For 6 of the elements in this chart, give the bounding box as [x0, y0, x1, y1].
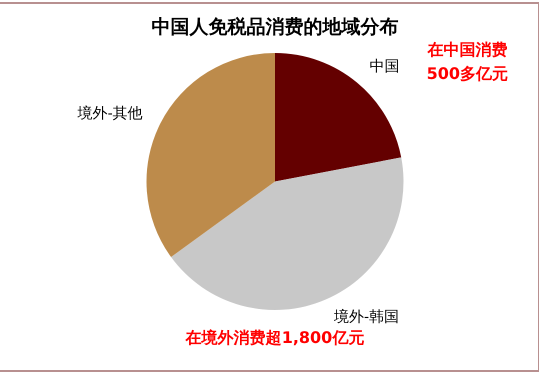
- text: 在境外消费超1,800亿元: [184, 327, 366, 349]
- text: 在中国消费 500多亿元: [426, 39, 508, 85]
- slice-label: 境外-韩国: [332, 308, 400, 326]
- slice-label: 中国: [370, 56, 400, 75]
- chart-title: 中国人免税品消费的地域分布: [150, 15, 400, 40]
- slice-label: 境外-其他: [76, 104, 143, 122]
